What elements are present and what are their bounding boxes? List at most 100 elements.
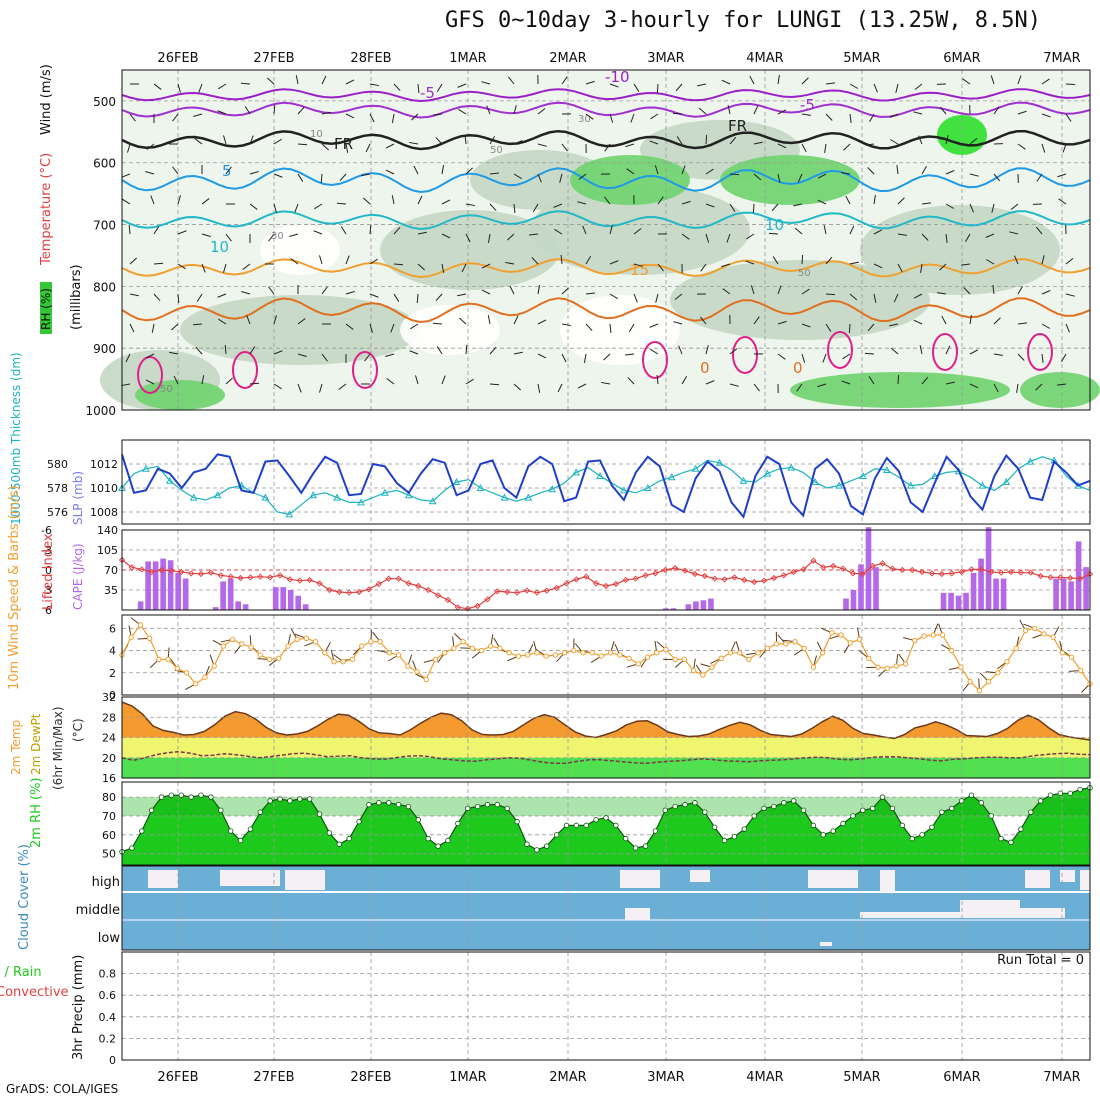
li-point [988,568,995,576]
wind-barb [841,380,851,385]
dewpt-axis-label: 2m DewPt [29,713,43,775]
li-point [672,564,679,572]
wind-barb [224,344,227,355]
wind-barb [721,79,731,85]
li-point [444,596,452,604]
cape-bar [182,578,189,610]
wind-barb [913,293,923,299]
wind-barb [295,75,299,85]
li-point [494,588,501,595]
wind-speed-point [598,653,605,659]
li-point [405,580,412,587]
wind-barb [201,233,211,237]
rh-point [860,807,866,813]
wind-barb [845,195,851,205]
temp-contour-label: 0 [700,359,710,377]
temp-contour-label: 10 [765,216,784,234]
li-point [1037,572,1044,580]
wind-barb [649,140,659,145]
wind-barb [436,83,443,92]
wind-barb [297,318,306,325]
profile-ylabel: (millibars) [69,264,84,330]
wind-barb [561,143,568,152]
wind-barb [266,77,275,85]
rh-point [425,835,431,842]
wind-barb [604,196,611,205]
wind-barb [817,383,827,388]
wind-barb [441,263,445,273]
wind-barb [939,263,947,271]
li-point [751,578,758,586]
wind-barb [873,83,878,93]
cape-bar [985,527,992,610]
li-point [207,569,215,576]
cape-bar [670,608,677,610]
wind-barb [297,106,305,115]
wind-barb [585,113,594,120]
cape-tick-label: 105 [97,544,118,557]
thickness-point [1002,477,1011,485]
x-date-label-top: 1MAR [449,51,486,66]
wind-barb [513,173,522,180]
cloud-frame [121,865,1091,951]
rh-point [978,800,985,806]
rh-point [830,828,836,834]
wind-barb [603,353,611,361]
rh-point [939,809,945,815]
wind-barb [1017,143,1026,150]
wind-speed-point [506,650,512,656]
wind-speed-point [819,650,826,656]
wind-barb [609,83,619,88]
wind-barb [729,348,738,355]
li-point [553,584,560,592]
thickness-point [620,486,628,494]
wind-barb [1017,110,1027,115]
li-point [958,568,965,576]
cape-bar [287,590,294,610]
rh-point [415,817,422,823]
li-point [425,586,432,594]
minmax-axis-label: (6hr Min/Max) [51,707,65,791]
wind-tick-label: 4 [109,645,116,658]
wind-barb [817,173,827,179]
rh-point [781,800,787,806]
wind-barb [217,110,227,115]
wind-barb [177,195,181,205]
rh-point [593,817,599,823]
cloud-clear-patch [1020,908,1065,918]
li-point [365,586,373,593]
wind-barb [1061,353,1067,363]
li-point [632,575,639,582]
wind-barb [321,143,330,151]
wind-barb [151,323,155,333]
wind-barb [1035,226,1043,235]
wind-barb [753,105,759,115]
cape-bar [160,558,166,610]
rh-point [168,792,175,798]
wind-barb [561,287,569,295]
thickness-point [596,471,604,479]
wind-frame [121,614,1091,696]
rh-point [1047,792,1054,798]
thickness-frame [121,439,1091,525]
wind-barb [365,143,371,153]
cloud-clear-patch [620,870,660,888]
wind-barb [889,113,899,118]
wind-barb [726,233,731,243]
wind-barb [369,323,373,333]
wind-barb [585,80,595,85]
temp-tick-label: 32 [102,691,116,704]
wind-barb [729,136,737,145]
wind-barb [962,78,971,85]
wind-barb [513,140,523,145]
wind-speed-point [276,655,282,662]
thickness-point [452,477,461,485]
wind-barb [1057,173,1067,178]
wind-barb [945,203,955,209]
wind-barb [465,233,471,243]
wind-barb [561,353,567,363]
li-point [849,570,857,577]
wind-barb [961,263,971,266]
cape-bar [970,572,977,610]
wind-barb [417,83,420,94]
